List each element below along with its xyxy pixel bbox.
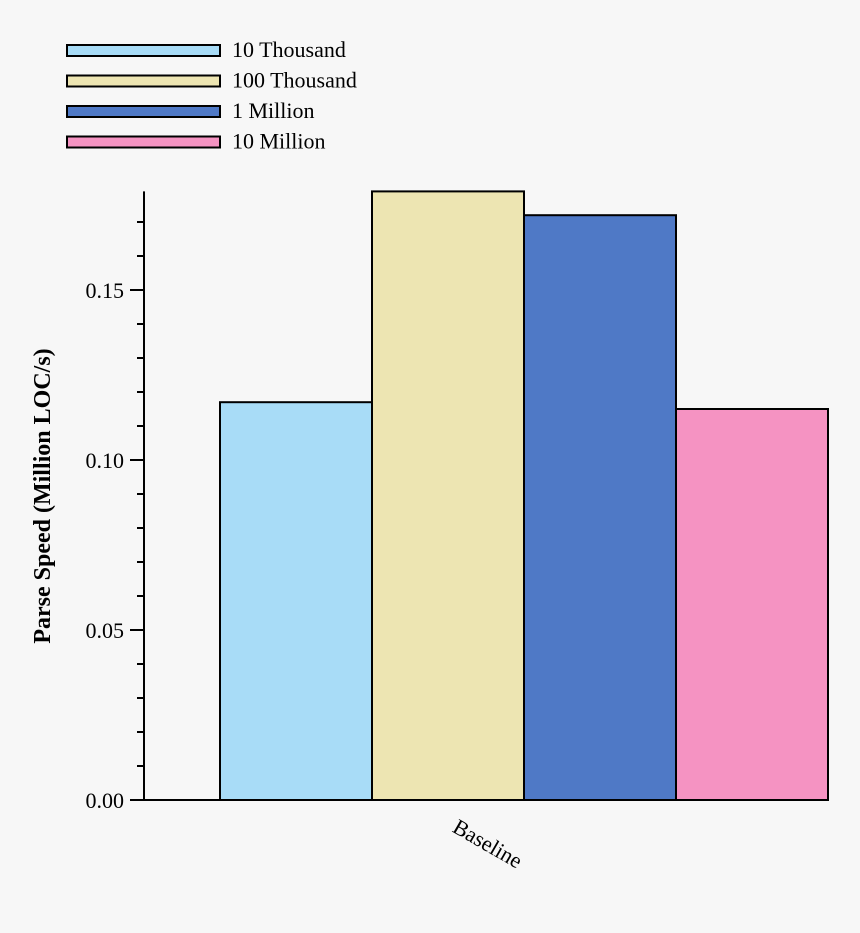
bar-100-thousand (371, 190, 525, 801)
y-tick-label: 0.00 (86, 788, 125, 813)
legend-label: 1 Million (232, 98, 315, 123)
legend-swatch (66, 135, 221, 149)
legend-swatch (66, 105, 221, 118)
legend: 10 Thousand 100 Thousand 1 Million 10 Milli… (66, 37, 357, 154)
legend-label: 10 Thousand (232, 37, 346, 62)
bar-1-million (523, 214, 677, 801)
x-tick-label: Baseline (449, 814, 527, 874)
y-axis-label: Parse Speed (Million LOC/s) (30, 348, 56, 643)
bar-10-million (675, 408, 829, 801)
legend-swatch (66, 44, 221, 57)
legend-swatch (66, 74, 221, 88)
axes: 0.00 0.05 0.10 0.15 (86, 191, 828, 813)
y-tick-label: 0.05 (86, 618, 125, 643)
y-tick-label: 0.15 (86, 278, 125, 303)
bars (219, 190, 829, 801)
y-tick-label: 0.10 (86, 448, 125, 473)
legend-label: 10 Million (232, 129, 326, 154)
legend-label: 100 Thousand (232, 68, 357, 93)
bar-10-thousand (219, 401, 373, 801)
